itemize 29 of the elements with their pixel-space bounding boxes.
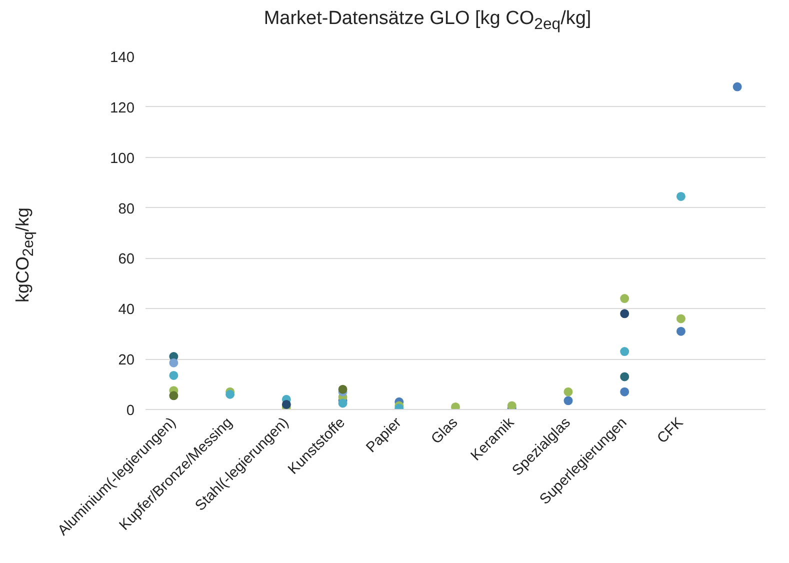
point <box>676 314 686 324</box>
y-tick-label: 120 <box>110 100 135 116</box>
point <box>564 387 573 396</box>
y-tick-label: 40 <box>118 302 135 318</box>
point <box>226 390 235 399</box>
point <box>620 309 630 318</box>
point <box>169 370 178 380</box>
point <box>732 82 742 92</box>
chart-title: Market-Datensätze GLO [kg CO$_{2eq}$/kg] <box>262 7 592 35</box>
point <box>620 294 630 304</box>
y-tick-label: 80 <box>118 201 135 218</box>
y-tick-label: 60 <box>118 252 135 268</box>
point <box>620 372 630 382</box>
y-tick-label: 140 <box>110 50 135 66</box>
point <box>564 396 573 406</box>
point <box>676 192 686 201</box>
x-tick-label: Glas <box>428 414 462 448</box>
point <box>676 326 686 336</box>
y-tick-label: 20 <box>118 352 135 369</box>
point <box>338 384 348 394</box>
point <box>338 398 348 408</box>
point <box>620 347 630 356</box>
point <box>451 402 460 410</box>
point <box>169 391 178 400</box>
point <box>169 358 178 368</box>
point <box>620 387 630 396</box>
point <box>282 400 291 409</box>
y-tick-label: 0 <box>126 403 135 419</box>
y-tick-label: 100 <box>110 150 135 167</box>
